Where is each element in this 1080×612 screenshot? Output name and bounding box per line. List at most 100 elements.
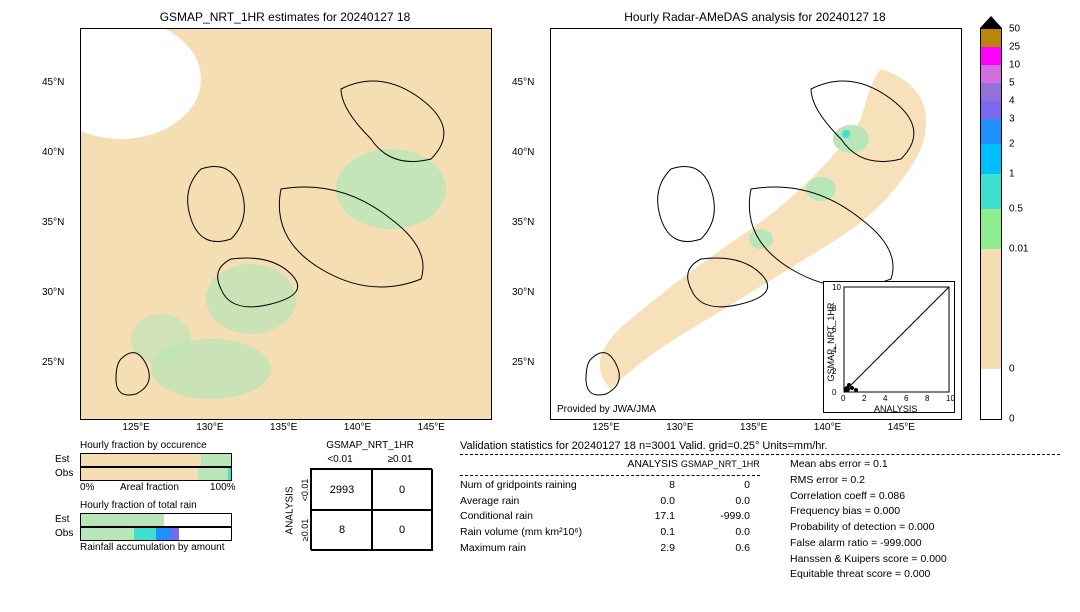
colorbar-segment xyxy=(981,83,1001,101)
y-tick-label: 40°N xyxy=(512,147,534,158)
left-map-panel xyxy=(80,28,492,420)
right-map-panel: Provided by JWA/JMA 0246810 0246810 ANAL… xyxy=(550,28,962,420)
colorbar-segment xyxy=(981,144,1001,174)
colorbar-segment xyxy=(981,174,1001,209)
colorbar-segment xyxy=(981,65,1001,83)
contingency-matrix: 2993 0 8 0 xyxy=(310,468,432,550)
bar-segment xyxy=(81,528,134,540)
stat-value: 0.000 xyxy=(904,568,930,580)
colorbar-segment xyxy=(981,209,1001,249)
colorbar-tick-label: 0.01 xyxy=(1009,244,1028,255)
bar-segment xyxy=(201,454,231,466)
stat-value: 0.086 xyxy=(879,490,905,502)
stat-label: Correlation coeff = xyxy=(790,490,876,502)
colorbar: 502510543210.50.0100 xyxy=(980,28,1002,420)
colorbar-top-triangle xyxy=(980,16,1002,28)
stat-label: Average rain xyxy=(460,494,610,510)
inset-x-label: ANALYSIS xyxy=(874,404,917,414)
stat-value: 0.2 xyxy=(850,474,865,486)
validation-left-row: Conditional rain17.1-999.0 xyxy=(460,509,760,525)
stat-value: 0.000 xyxy=(920,553,946,565)
validation-right-row: Mean abs error = 0.1 xyxy=(790,457,1040,473)
colorbar-tick-label: 4 xyxy=(1009,96,1015,107)
stat-value: 0.000 xyxy=(874,505,900,517)
y-tick-label: 30°N xyxy=(512,287,534,298)
validation-title: Validation statistics for 20240127 18 n=… xyxy=(460,440,1060,452)
colorbar-segment xyxy=(981,369,1001,419)
occ-xlabel-left: 0% xyxy=(80,482,94,493)
bar-segment xyxy=(228,468,231,480)
occ-est-label: Est xyxy=(55,454,69,465)
y-tick-label: 35°N xyxy=(512,217,534,228)
validation-right-row: Equitable threat score = 0.000 xyxy=(790,567,1040,583)
validation-left-row: Average rain0.00.0 xyxy=(460,494,760,510)
stat-value: 0.1 xyxy=(873,458,888,470)
x-tick-label: 130°E xyxy=(196,422,223,433)
validation-left-row: Rain volume (mm km²10⁶)0.10.0 xyxy=(460,525,760,541)
stat-value-b: 0.0 xyxy=(675,494,750,510)
stat-label: Num of gridpoints raining xyxy=(460,478,610,494)
validation-right-row: Correlation coeff = 0.086 xyxy=(790,489,1040,505)
stat-value-a: 2.9 xyxy=(610,541,675,557)
inset-x-tick: 0 xyxy=(841,394,845,403)
stat-label: Maximum rain xyxy=(460,541,610,557)
total-est-bar xyxy=(80,513,232,527)
x-tick-label: 140°E xyxy=(814,422,841,433)
tot-est-label: Est xyxy=(55,514,69,525)
matrix-cell-01: 0 xyxy=(371,469,433,511)
y-tick-label: 25°N xyxy=(42,357,64,368)
colorbar-segment xyxy=(981,101,1001,119)
stat-label: Mean abs error = xyxy=(790,458,870,470)
x-tick-label: 140°E xyxy=(344,422,371,433)
colorbar-tick-label: 2 xyxy=(1009,139,1015,150)
bar-segment xyxy=(198,468,228,480)
total-obs-bar xyxy=(80,527,232,541)
stat-value-b: 0.6 xyxy=(675,541,750,557)
y-tick-label: 45°N xyxy=(42,77,64,88)
stat-value: -999.000 xyxy=(880,537,921,549)
validation-right-row: False alarm ratio = -999.000 xyxy=(790,536,1040,552)
figure-root: GSMAP_NRT_1HR estimates for 20240127 18 … xyxy=(10,10,1070,602)
stat-value-b: 0 xyxy=(675,478,750,494)
hourly-total-title: Hourly fraction of total rain xyxy=(80,500,197,511)
inset-y-label: GSMAP_NRT_1HR xyxy=(826,297,836,387)
matrix-cell-11: 0 xyxy=(371,509,433,551)
x-tick-label: 130°E xyxy=(666,422,693,433)
occ-obs-label: Obs xyxy=(55,468,73,479)
stat-label: False alarm ratio = xyxy=(790,537,877,549)
bar-segment xyxy=(134,528,157,540)
col-header-analysis: ANALYSIS xyxy=(613,457,678,473)
colorbar-segment xyxy=(981,47,1001,65)
y-tick-label: 40°N xyxy=(42,147,64,158)
colorbar-segment xyxy=(981,249,1001,369)
validation-right-row: Frequency bias = 0.000 xyxy=(790,504,1040,520)
x-tick-label: 145°E xyxy=(418,422,445,433)
bar-segment xyxy=(81,514,164,526)
inset-x-tick: 10 xyxy=(946,394,955,403)
colorbar-tick-label: 10 xyxy=(1009,60,1020,71)
matrix-row-label-0: <0.01 xyxy=(300,470,310,510)
colorbar-tick-label: 50 xyxy=(1009,24,1020,35)
stat-value-a: 0.0 xyxy=(610,494,675,510)
left-map-title: GSMAP_NRT_1HR estimates for 20240127 18 xyxy=(80,10,490,24)
right-map-title: Hourly Radar-AMeDAS analysis for 2024012… xyxy=(550,10,960,24)
y-tick-label: 45°N xyxy=(512,77,534,88)
stats-divider-top xyxy=(460,454,1060,455)
x-tick-label: 135°E xyxy=(740,422,767,433)
matrix-cell-10: 8 xyxy=(311,509,373,551)
y-tick-label: 30°N xyxy=(42,287,64,298)
stat-value-b: -999.0 xyxy=(675,509,750,525)
validation-stats-block: Validation statistics for 20240127 18 n=… xyxy=(460,440,1060,583)
validation-left-row: Num of gridpoints raining80 xyxy=(460,478,760,494)
validation-left-header: ANALYSIS GSMAP_NRT_1HR xyxy=(460,457,760,473)
validation-right-row: RMS error = 0.2 xyxy=(790,473,1040,489)
matrix-col-label-0: <0.01 xyxy=(310,454,370,465)
matrix-col-header: GSMAP_NRT_1HR xyxy=(310,440,430,451)
y-tick-label: 25°N xyxy=(512,357,534,368)
x-tick-label: 135°E xyxy=(270,422,297,433)
inset-x-tick: 8 xyxy=(925,394,929,403)
colorbar-tick-label: 0.5 xyxy=(1009,204,1023,215)
validation-right-row: Probability of detection = 0.000 xyxy=(790,520,1040,536)
colorbar-segment xyxy=(981,29,1001,47)
matrix-col-label-1: ≥0.01 xyxy=(370,454,430,465)
